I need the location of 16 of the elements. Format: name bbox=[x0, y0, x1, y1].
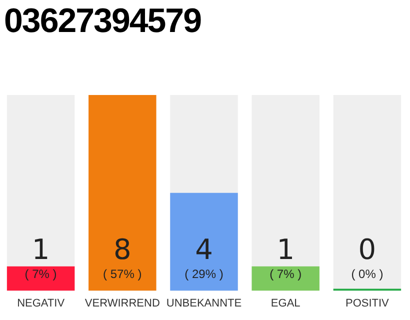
x-tick-label: NEGATIV bbox=[17, 297, 66, 310]
annotation: ( 0% ) bbox=[351, 266, 384, 281]
annotation: ( 7% ) bbox=[270, 266, 302, 281]
annotation: ( 57% ) bbox=[103, 266, 142, 281]
data-label: 4 bbox=[195, 232, 213, 266]
annotation: ( 7% ) bbox=[24, 266, 57, 281]
x-tick-label: POSITIV bbox=[345, 297, 390, 310]
annotation: ( 29% ) bbox=[184, 266, 224, 281]
data-label: 1 bbox=[276, 232, 295, 266]
data-label: 8 bbox=[113, 232, 132, 266]
data-label: 1 bbox=[32, 232, 50, 266]
data-label: 0 bbox=[358, 232, 376, 266]
x-tick-label: UNBEKANNTE bbox=[166, 297, 242, 310]
chart-title: 03627394579 bbox=[4, 2, 202, 41]
x-tick-label: VERWIRREND bbox=[84, 297, 160, 310]
x-tick-label: EGAL bbox=[270, 297, 300, 310]
